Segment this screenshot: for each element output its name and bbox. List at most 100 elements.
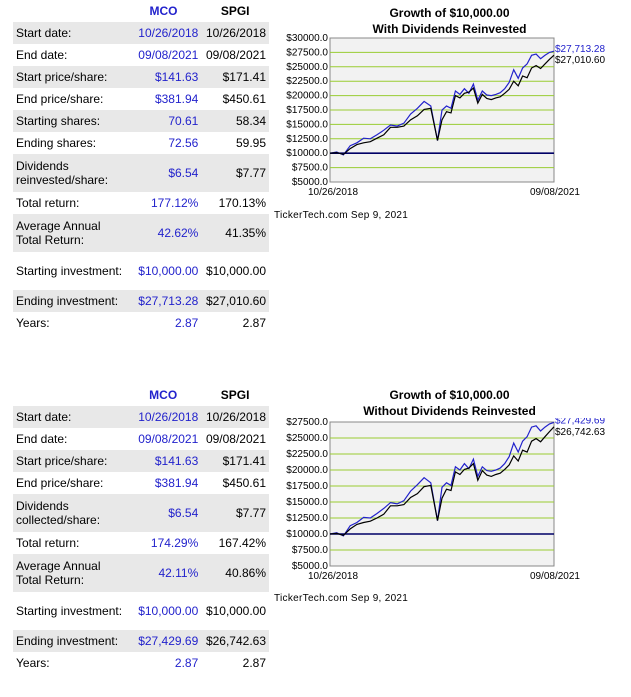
table-row: Average Annual Total Return: 42.11% 40.86% (13, 554, 269, 592)
chart-plot: $30000.0 $27500.0 $25000.0 $22500.0 $20000.0… (286, 34, 605, 198)
row-value-spgi: $171.41 (201, 66, 269, 88)
y-tick-label: $15000.0 (286, 119, 328, 130)
y-tick-label: $27500.0 (286, 418, 328, 428)
row-value-mco: 174.29% (150, 536, 199, 550)
row-value-spgi: 10/26/2018 (201, 22, 269, 44)
row-value-spgi: 09/08/2021 (205, 432, 266, 446)
row-value-spgi: 59.95 (235, 136, 266, 150)
table-row: Start price/share: $141.63 $171.41 (13, 450, 269, 472)
chart-title: Growth of $10,000.00 (389, 388, 510, 402)
row-value-mco: $381.94 (154, 92, 199, 106)
table-header-row: MCO SPGI (13, 0, 269, 22)
row-label: Start date: (13, 406, 126, 428)
y-tick-label: $22500.0 (286, 76, 328, 87)
header-mco: MCO (149, 4, 178, 18)
row-value-spgi: $10,000.00 (205, 264, 266, 278)
y-tick-label: $20000.0 (286, 91, 328, 102)
end-value-label: $27,713.28 (555, 44, 605, 55)
row-value-spgi: $450.61 (222, 92, 266, 106)
series-line-mco (329, 50, 555, 156)
y-tick-label: $10000.0 (286, 529, 328, 540)
chart-credit: TickerTech.com Sep 9, 2021 (274, 210, 409, 221)
row-value-spgi: 170.13% (218, 196, 266, 210)
row-value-spgi: $10,000.00 (205, 604, 266, 618)
header-blank (13, 384, 125, 406)
row-value-spgi: $7.77 (201, 154, 269, 192)
table-row: Years: 2.87 2.87 (13, 312, 269, 334)
row-value-spgi: 40.86% (201, 554, 269, 592)
table-row: End price/share: $381.94 $450.61 (13, 472, 269, 494)
row-label: Average Annual Total Return: (13, 554, 126, 592)
y-tick-label: $5000.0 (292, 561, 329, 572)
header-mco: MCO (149, 388, 178, 402)
x-end-label: 09/08/2021 (530, 571, 580, 582)
header-blank (13, 0, 126, 22)
table-row: End date: 09/08/2021 09/08/2021 (13, 428, 269, 450)
row-value-mco: $141.63 (125, 450, 202, 472)
chart-plot: $27500.0 $25000.0 $22500.0 $20000.0 $17500.0… (286, 418, 605, 582)
row-value-spgi: 2.87 (242, 316, 266, 330)
row-label: End price/share: (16, 476, 104, 490)
table-row: End price/share: $381.94 $450.61 (13, 88, 269, 110)
row-value-mco: 09/08/2021 (138, 48, 199, 62)
row-value-mco: 42.62% (125, 214, 202, 252)
x-start-label: 10/26/2018 (308, 187, 358, 198)
row-label: Average Annual Total Return: (13, 214, 126, 252)
row-value-mco: 70.61 (125, 110, 202, 132)
row-label: End date: (16, 48, 68, 62)
y-tick-label: $25000.0 (286, 62, 328, 73)
x-end-label: 09/08/2021 (530, 187, 580, 198)
returns-table: MCO SPGI Start date: 10/26/2018 10/26/2018… (13, 384, 269, 674)
row-value-mco: 2.87 (174, 316, 199, 330)
end-value-label: $27,010.60 (555, 55, 605, 66)
y-tick-label: $7500.0 (292, 545, 329, 556)
row-label: End price/share: (16, 92, 104, 106)
chart-credit: TickerTech.com Sep 9, 2021 (274, 593, 409, 604)
row-label: Total return: (16, 196, 80, 210)
row-value-spgi: 09/08/2021 (205, 48, 266, 62)
series-line-mco (329, 421, 555, 537)
row-value-mco: $6.54 (125, 154, 202, 192)
row-label: Starting shares: (13, 110, 126, 132)
y-tick-label: $12500.0 (286, 513, 328, 524)
row-value-mco: 2.87 (174, 656, 199, 670)
chart-subtitle: With Dividends Reinvested (372, 22, 527, 36)
row-value-spgi: $27,010.60 (201, 290, 269, 312)
y-tick-label: $12500.0 (286, 134, 328, 145)
table-row: Dividends reinvested/share: $6.54 $7.77 (13, 154, 269, 192)
table-row: Dividends collected/share: $6.54 $7.77 (13, 494, 269, 532)
chart-subtitle: Without Dividends Reinvested (363, 404, 536, 418)
x-start-label: 10/26/2018 (308, 571, 358, 582)
row-label: Years: (16, 656, 50, 670)
table-row: Starting investment: $10,000.00 $10,000.00 (13, 252, 269, 290)
row-value-mco: $10,000.00 (138, 264, 199, 278)
row-label: Starting investment: (16, 264, 123, 278)
row-value-mco: 10/26/2018 (125, 406, 202, 428)
row-label: Start date: (13, 22, 126, 44)
row-value-mco: 10/26/2018 (125, 22, 202, 44)
y-tick-label: $15000.0 (286, 497, 328, 508)
row-value-spgi: $26,742.63 (201, 630, 269, 652)
header-spgi: SPGI (220, 4, 250, 18)
table-row: Ending investment: $27,429.69 $26,742.63 (13, 630, 269, 652)
table-row: Start date: 10/26/2018 10/26/2018 (13, 22, 269, 44)
row-value-mco: $27,713.28 (125, 290, 202, 312)
row-value-spgi: 167.42% (218, 536, 266, 550)
y-tick-label: $5000.0 (292, 177, 329, 188)
growth-chart-with-dividends: Growth of $10,000.00 With Dividends Rein… (272, 0, 627, 230)
row-label: Starting investment: (16, 604, 123, 618)
row-value-mco: $381.94 (154, 476, 199, 490)
table-row: Average Annual Total Return: 42.62% 41.35% (13, 214, 269, 252)
row-label: Years: (16, 316, 50, 330)
row-value-spgi: 58.34 (201, 110, 269, 132)
y-tick-label: $20000.0 (286, 465, 328, 476)
row-label: Start price/share: (13, 450, 126, 472)
table-row: Start date: 10/26/2018 10/26/2018 (13, 406, 269, 428)
y-tick-label: $22500.0 (286, 449, 328, 460)
table-row: Total return: 174.29% 167.42% (13, 532, 269, 554)
table-row: End date: 09/08/2021 09/08/2021 (13, 44, 269, 66)
table-header-row: MCO SPGI (13, 384, 269, 406)
row-value-spgi: 2.87 (242, 656, 266, 670)
row-value-spgi: 10/26/2018 (201, 406, 269, 428)
row-value-mco: 72.56 (168, 136, 199, 150)
